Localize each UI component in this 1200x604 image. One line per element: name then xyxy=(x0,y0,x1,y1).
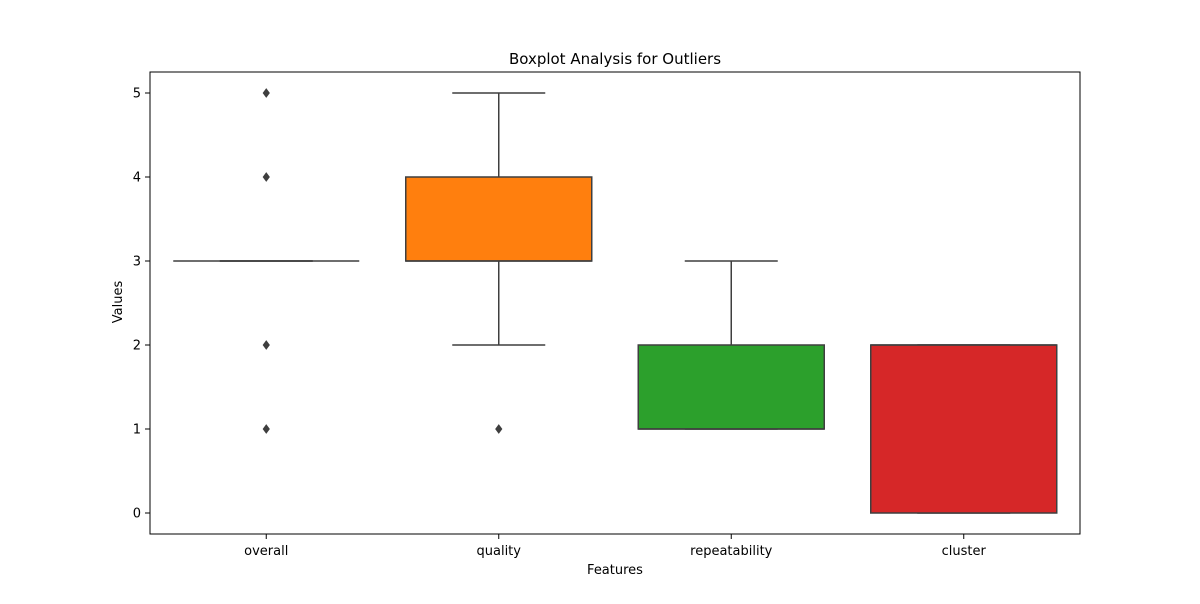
outlier-overall xyxy=(262,424,270,434)
outlier-overall xyxy=(262,88,270,98)
y-tick-label: 4 xyxy=(133,171,141,186)
outlier-overall xyxy=(262,340,270,350)
x-tick-label-quality: quality xyxy=(477,544,522,559)
box-repeatability xyxy=(637,344,825,430)
y-tick-label: 3 xyxy=(133,255,141,270)
y-tick-label: 2 xyxy=(133,339,141,354)
y-tick-label: 1 xyxy=(133,423,141,438)
chart-title: Boxplot Analysis for Outliers xyxy=(509,50,721,68)
axes-frame xyxy=(149,71,1081,535)
x-tick-label-overall: overall xyxy=(244,544,288,559)
x-tick-label-cluster: cluster xyxy=(942,544,987,559)
box-quality xyxy=(405,176,593,262)
outlier-overall xyxy=(262,172,270,182)
y-tick-label: 5 xyxy=(133,87,141,102)
box-cluster xyxy=(870,344,1058,514)
plot-area: 0 1 2 3 4 5 overall quality repeatability cluster xyxy=(133,87,1058,559)
y-tick-label: 0 xyxy=(133,507,141,522)
outlier-quality xyxy=(495,424,503,434)
x-tick-label-repeatability: repeatability xyxy=(690,544,773,559)
y-axis-label: Values xyxy=(111,281,126,324)
x-axis-label: Features xyxy=(587,563,643,578)
